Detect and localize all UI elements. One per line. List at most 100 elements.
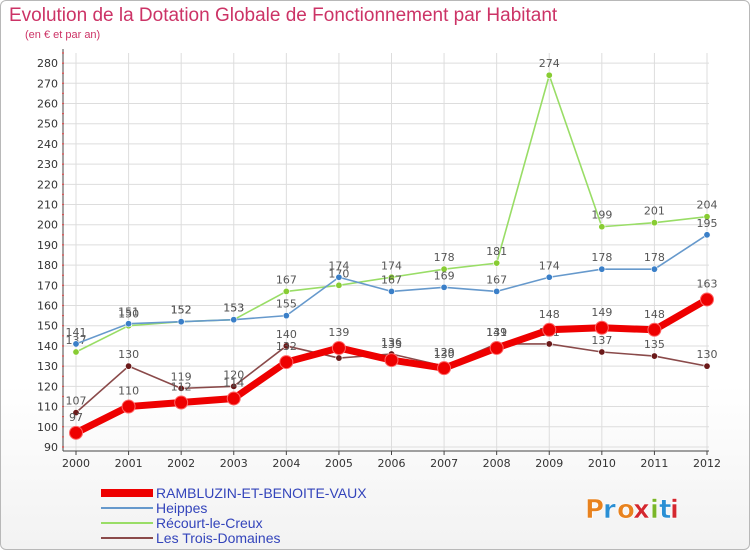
y-axis-dot xyxy=(62,274,64,277)
data-point xyxy=(387,273,395,281)
data-label: 178 xyxy=(591,251,612,264)
data-point xyxy=(335,354,343,362)
data-point xyxy=(125,362,133,370)
y-axis-dot xyxy=(62,244,64,246)
y-tick-label: 190 xyxy=(37,239,58,252)
svg-text:i: i xyxy=(650,495,659,525)
data-label: 178 xyxy=(434,251,455,264)
data-point xyxy=(387,287,395,295)
y-axis-dot xyxy=(62,122,64,125)
data-label: 167 xyxy=(276,273,297,286)
x-tick-label: 2010 xyxy=(588,457,616,470)
y-axis-dot xyxy=(62,132,64,135)
data-label: 181 xyxy=(486,245,507,258)
y-axis-dot xyxy=(62,405,64,408)
data-point xyxy=(69,425,83,440)
y-axis-dot xyxy=(62,415,64,418)
data-point xyxy=(594,320,609,335)
y-tick-label: 270 xyxy=(37,77,58,90)
data-label: 199 xyxy=(591,209,612,222)
y-tick-label: 240 xyxy=(37,138,58,151)
y-axis-dot xyxy=(62,213,64,216)
y-tick-label: 100 xyxy=(37,421,58,434)
y-axis-dot xyxy=(62,304,64,307)
data-label: 169 xyxy=(434,269,455,282)
data-label: 195 xyxy=(697,217,718,230)
legend-label: RAMBLUZIN-ET-BENOITE-VAUX xyxy=(156,485,367,501)
data-label: 137 xyxy=(591,334,612,347)
data-label: 152 xyxy=(171,304,192,317)
data-label: 139 xyxy=(328,326,349,339)
data-label: 163 xyxy=(697,277,718,290)
data-label: 130 xyxy=(118,348,139,361)
x-tick-label: 2004 xyxy=(272,457,300,470)
y-axis-dot xyxy=(62,92,64,95)
data-point xyxy=(282,287,290,295)
proxiti-logo: Pr ox i ti xyxy=(585,495,680,526)
data-point xyxy=(335,273,343,281)
data-label: 178 xyxy=(644,251,665,264)
data-label: 174 xyxy=(381,259,402,272)
data-point xyxy=(72,340,80,348)
data-label: 167 xyxy=(486,273,507,286)
y-tick-label: 110 xyxy=(37,401,58,414)
x-tick-label: 2011 xyxy=(640,457,668,470)
y-tick-label: 170 xyxy=(37,279,58,292)
data-label: 97 xyxy=(69,411,83,424)
data-point xyxy=(598,223,606,231)
y-tick-label: 250 xyxy=(37,118,58,131)
x-tick-label: 2001 xyxy=(115,457,143,470)
data-label: 119 xyxy=(171,370,192,383)
y-axis-dot xyxy=(62,173,64,176)
y-axis-dot xyxy=(62,334,64,337)
data-point xyxy=(174,395,189,410)
data-point xyxy=(650,352,658,360)
y-axis-dot xyxy=(62,233,64,236)
data-label: 174 xyxy=(328,259,349,272)
data-label: 110 xyxy=(118,385,139,398)
data-label: 150 xyxy=(118,308,139,321)
y-axis-dot xyxy=(62,375,64,378)
y-axis-dot xyxy=(62,72,64,75)
data-label: 107 xyxy=(66,395,87,408)
data-point xyxy=(545,273,553,281)
y-axis-dot xyxy=(62,395,64,398)
data-point xyxy=(125,320,133,328)
data-label: 133 xyxy=(381,338,402,351)
data-label: 120 xyxy=(223,368,244,381)
y-axis-dot xyxy=(62,143,64,145)
x-tick-label: 2007 xyxy=(430,457,458,470)
data-point xyxy=(440,283,448,291)
data-label: 141 xyxy=(486,326,507,339)
y-axis-dot xyxy=(62,355,64,357)
svg-text:r: r xyxy=(603,495,616,525)
legend-label: Les Trois-Domaines xyxy=(156,530,281,546)
data-point xyxy=(493,259,501,267)
y-axis-dot xyxy=(62,52,64,54)
data-label: 148 xyxy=(644,308,665,321)
data-point xyxy=(230,382,238,390)
data-label: 114 xyxy=(223,376,244,389)
data-point xyxy=(177,384,185,392)
svg-text:o: o xyxy=(617,495,635,525)
x-tick-label: 2003 xyxy=(220,457,248,470)
data-point xyxy=(230,316,238,324)
y-tick-label: 230 xyxy=(37,158,58,171)
y-axis-dot xyxy=(62,324,64,327)
x-tick-label: 2012 xyxy=(693,457,721,470)
data-label: 155 xyxy=(276,298,297,311)
data-point xyxy=(279,355,294,370)
data-point xyxy=(226,391,241,406)
y-tick-label: 280 xyxy=(37,57,58,70)
data-label: 204 xyxy=(697,199,718,212)
data-label: 153 xyxy=(223,302,244,315)
data-point xyxy=(598,265,606,273)
y-tick-label: 140 xyxy=(37,340,58,353)
data-point xyxy=(335,281,343,289)
y-axis-dot xyxy=(62,183,64,186)
data-label: 130 xyxy=(434,348,455,361)
y-axis-dot xyxy=(62,425,64,428)
